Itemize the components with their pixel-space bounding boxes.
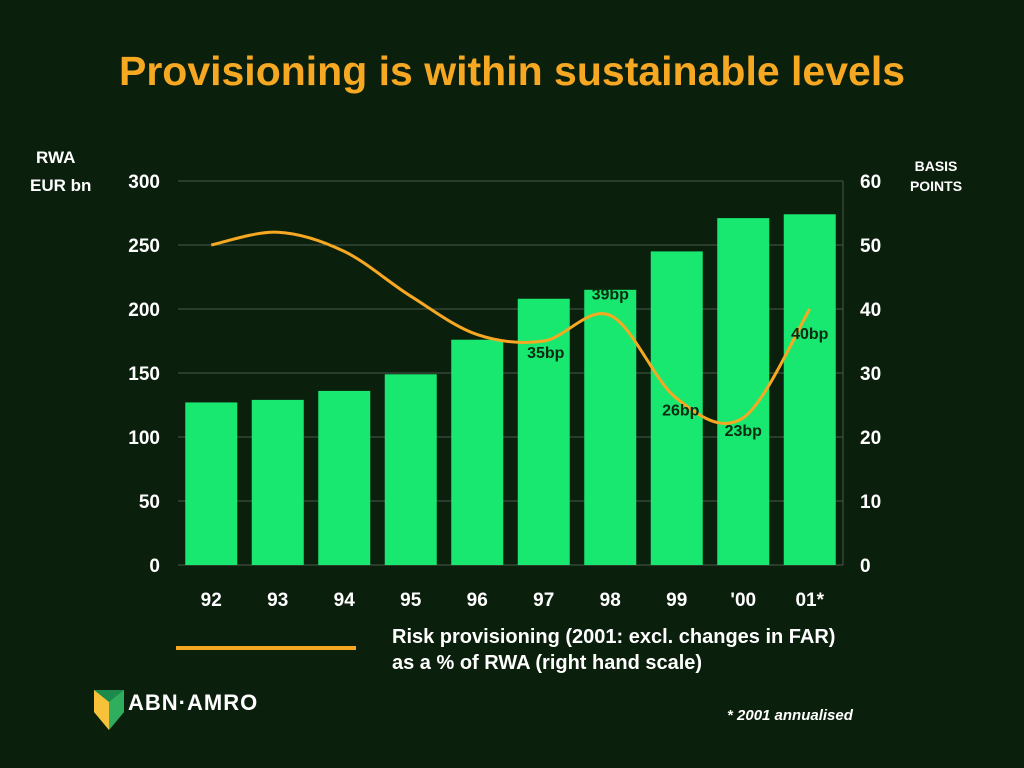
bar (650, 251, 703, 565)
bp-data-label: 23bp (725, 423, 763, 440)
footnote: * 2001 annualised (727, 707, 853, 724)
left-axis-unit-line2: EUR bn (30, 176, 92, 195)
abn-amro-shield-icon (94, 690, 124, 730)
x-tick-label: 99 (666, 590, 687, 611)
right-axis-unit-line1: BASIS (914, 158, 958, 174)
right-tick-label: 10 (860, 492, 881, 513)
right-tick-label: 30 (860, 364, 881, 385)
bar (451, 339, 504, 565)
x-tick-label: 95 (400, 590, 422, 611)
right-tick-label: 40 (860, 300, 881, 321)
legend-text: Risk provisioning (2001: excl. changes i… (392, 624, 952, 676)
bar (717, 218, 770, 565)
right-tick-label: 50 (860, 236, 881, 257)
x-tick-label: 98 (600, 590, 621, 611)
bar (517, 298, 570, 565)
left-tick-label: 150 (128, 364, 160, 385)
bp-data-label: 26bp (662, 403, 700, 420)
right-tick-label: 20 (860, 428, 881, 449)
x-tick-label: 01* (795, 590, 824, 611)
left-tick-label: 0 (149, 556, 160, 577)
left-tick-label: 50 (139, 492, 160, 513)
right-tick-label: 60 (860, 172, 881, 193)
x-tick-label: 92 (201, 590, 222, 611)
x-tick-label: '00 (730, 590, 756, 611)
bp-data-label: 40bp (791, 326, 829, 343)
left-tick-label: 300 (128, 172, 160, 193)
x-tick-label: 96 (467, 590, 488, 611)
left-axis-unit-line1: RWA (36, 148, 76, 167)
abn-amro-logo-text: ABN·AMRO (128, 690, 259, 715)
x-tick-label: 93 (267, 590, 288, 611)
right-tick-label: 0 (860, 556, 871, 577)
left-tick-label: 250 (128, 236, 160, 257)
provisioning-line (210, 230, 812, 425)
right-axis-unit-line2: POINTS (909, 178, 963, 194)
legend-text-line1: Risk provisioning (2001: excl. changes i… (392, 626, 836, 648)
bar (251, 399, 304, 565)
legend-text-line2: as a % of RWA (right hand scale) (392, 652, 703, 674)
page-title: Provisioning is within sustainable level… (118, 48, 906, 94)
bp-data-label: 35bp (527, 345, 565, 362)
x-tick-label: 94 (334, 590, 356, 611)
left-tick-label: 200 (128, 300, 160, 321)
bar (185, 402, 238, 565)
bar (384, 374, 437, 565)
bar (783, 214, 836, 565)
left-tick-label: 100 (128, 428, 160, 449)
x-tick-label: 97 (533, 590, 554, 611)
bar (318, 390, 371, 565)
bar (584, 289, 637, 565)
bp-data-label: 39bp (592, 286, 630, 303)
legend-line-swatch (176, 646, 356, 650)
